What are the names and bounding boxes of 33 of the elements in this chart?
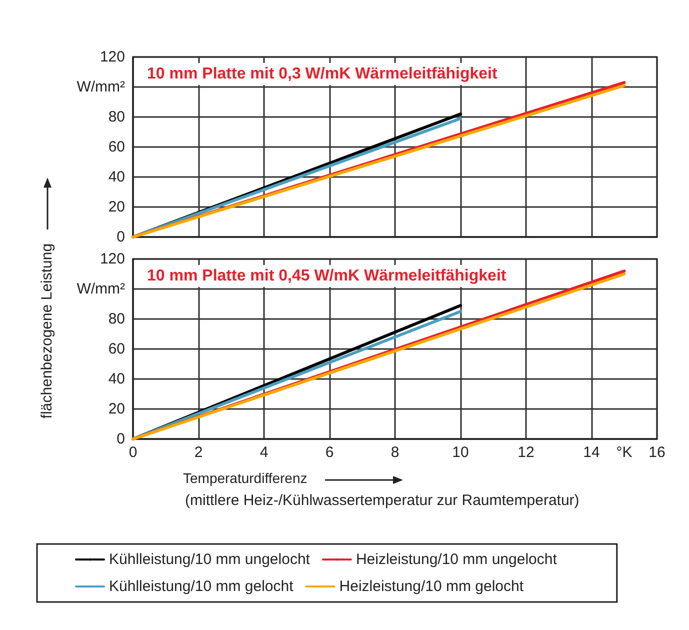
y-tick-label: 20	[108, 400, 125, 418]
y-tick-label: W/mm²	[76, 280, 126, 298]
text: 10 mm Platte mit 0,3 W/mK Wärmeleitfähigkeit	[147, 66, 498, 82]
x-axis-title: Temperaturdifferenz	[183, 470, 308, 486]
legend-label: Heizleistung/10 mm gelocht	[339, 578, 524, 595]
y-tick-label: 60	[108, 138, 125, 156]
text: (mittlere Heiz-/Kühlwassertemperatur zur Raumtemperatur)	[185, 492, 580, 509]
x-tick-label: 4	[260, 444, 268, 461]
text: 10 mm Platte mit 0,45 W/mK Wärmeleitfähigkeit	[147, 268, 507, 284]
x-tick-label: 2	[194, 444, 203, 461]
y-tick-label: 0	[116, 430, 125, 448]
x-tick-label: 0	[128, 444, 138, 461]
legend-label: Heizleistung/10 mm ungelocht	[356, 551, 558, 568]
y-tick-label: 60	[108, 340, 125, 358]
x-tick-label: 8	[390, 444, 400, 461]
y-tick-label: 40	[108, 168, 125, 186]
y-tick-label: W/mm²	[76, 78, 126, 96]
y-tick-label: 80	[108, 108, 125, 126]
y-tick-label: 120	[100, 48, 125, 66]
y-tick-label: 40	[108, 370, 125, 388]
text: °K	[616, 444, 632, 461]
y-tick-label: 80	[108, 310, 125, 328]
y-tick-label: 0	[116, 228, 125, 246]
y-tick-label: 20	[108, 198, 125, 216]
y-axis-title: flächenbezogene Leistung	[38, 243, 56, 419]
x-tick-label: 16	[648, 444, 666, 461]
x-tick-label: 10	[452, 444, 469, 461]
legend-label: Kühlleistung/10 mm gelocht	[109, 578, 294, 595]
legend-label: Kühlleistung/10 mm ungelocht	[109, 551, 311, 568]
y-tick-label: 120	[100, 250, 125, 268]
x-tick-label: 6	[325, 444, 334, 461]
x-tick-label: 12	[518, 444, 534, 461]
x-tick-label: 14	[583, 444, 600, 461]
